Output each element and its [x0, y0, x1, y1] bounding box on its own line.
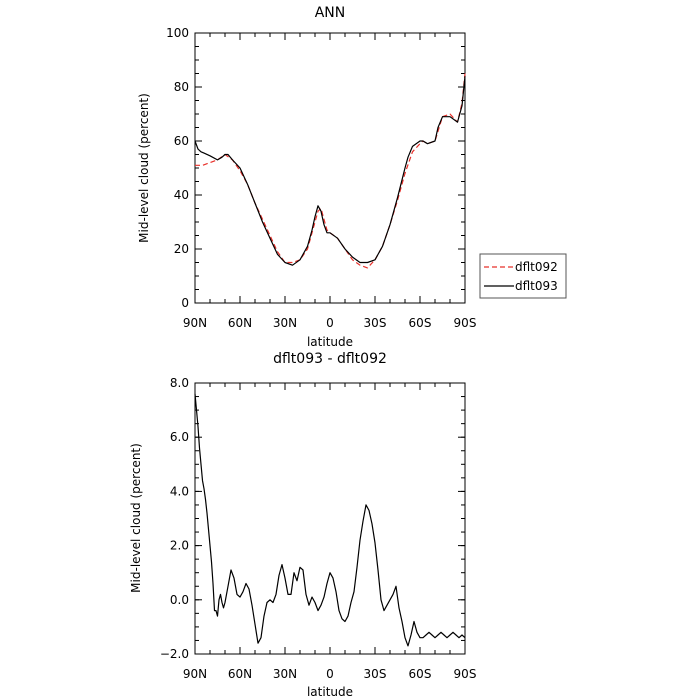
top-series-line-dflt093 — [194, 76, 466, 266]
top-y-tick-label: 100 — [166, 26, 189, 40]
bottom-y-axis-label: Mid-level cloud (percent) — [129, 443, 143, 593]
top-series-line-dflt092 — [195, 73, 466, 269]
bottom-x-tick-label: 90S — [454, 667, 477, 681]
legend-box — [479, 253, 567, 299]
top-y-tick-label: 0 — [181, 296, 189, 310]
top-y-tick-labels: 0 20 40 60 80 100 — [166, 26, 189, 310]
top-x-tick-label: 90S — [454, 316, 477, 330]
bottom-y-tick-label: 0.0 — [170, 593, 189, 607]
legend-label-dflt092: dflt092 — [515, 260, 558, 274]
bottom-panel: dflt093 - dflt092 90N 60N 30N 0 30S 60S 90S −2… — [129, 351, 476, 699]
top-y-axis-label: Mid-level cloud (percent) — [137, 93, 151, 243]
bottom-x-tick-label: 30N — [273, 667, 297, 681]
bottom-y-tick-label: −2.0 — [160, 647, 189, 661]
top-series-lines — [194, 73, 466, 269]
bottom-y-tick-label: 6.0 — [170, 430, 189, 444]
bottom-x-tick-label: 90N — [183, 667, 207, 681]
top-x-tick-label: 90N — [183, 316, 207, 330]
top-y-tick-label: 40 — [174, 188, 189, 202]
bottom-x-tick-label: 60S — [409, 667, 432, 681]
top-y-tick-label: 60 — [174, 134, 189, 148]
bottom-title: dflt093 - dflt092 — [273, 351, 387, 367]
bottom-plot-frame — [194, 382, 466, 655]
bottom-y-tick-label: 8.0 — [170, 376, 189, 390]
bottom-y-tick-label: 2.0 — [170, 539, 189, 553]
legend-label-dflt093: dflt093 — [515, 279, 558, 293]
top-y-tick-label: 80 — [174, 80, 189, 94]
bottom-x-tick-label: 30S — [364, 667, 387, 681]
bottom-x-tick-label: 0 — [326, 667, 334, 681]
top-tick-marks — [194, 32, 466, 304]
bottom-x-tick-labels: 90N 60N 30N 0 30S 60S 90S — [183, 667, 477, 681]
bottom-series-line-series-0 — [194, 393, 466, 647]
top-title: ANN — [315, 5, 346, 21]
bottom-tick-marks — [194, 382, 466, 655]
top-y-tick-label: 20 — [174, 242, 189, 256]
top-x-tick-label: 60S — [409, 316, 432, 330]
top-x-tick-label: 30N — [273, 316, 297, 330]
bottom-x-tick-label: 60N — [228, 667, 252, 681]
top-x-tick-labels: 90N 60N 30N 0 30S 60S 90S — [183, 316, 477, 330]
top-x-tick-label: 30S — [364, 316, 387, 330]
top-x-tick-label: 0 — [326, 316, 334, 330]
top-plot-frame — [194, 32, 466, 304]
legend: dflt092 dflt093 — [479, 253, 567, 299]
bottom-x-axis-label: latitude — [307, 685, 353, 699]
top-panel: ANN 90N 60N 30N 0 30S 60S 90S 0 20 40 60 80 100 lat… — [137, 5, 567, 349]
top-x-axis-label: latitude — [307, 335, 353, 349]
top-x-tick-label: 60N — [228, 316, 252, 330]
bottom-series-lines — [194, 393, 466, 647]
bottom-y-tick-label: 4.0 — [170, 484, 189, 498]
bottom-y-tick-labels: −2.0 0.0 2.0 4.0 6.0 8.0 — [160, 376, 189, 661]
